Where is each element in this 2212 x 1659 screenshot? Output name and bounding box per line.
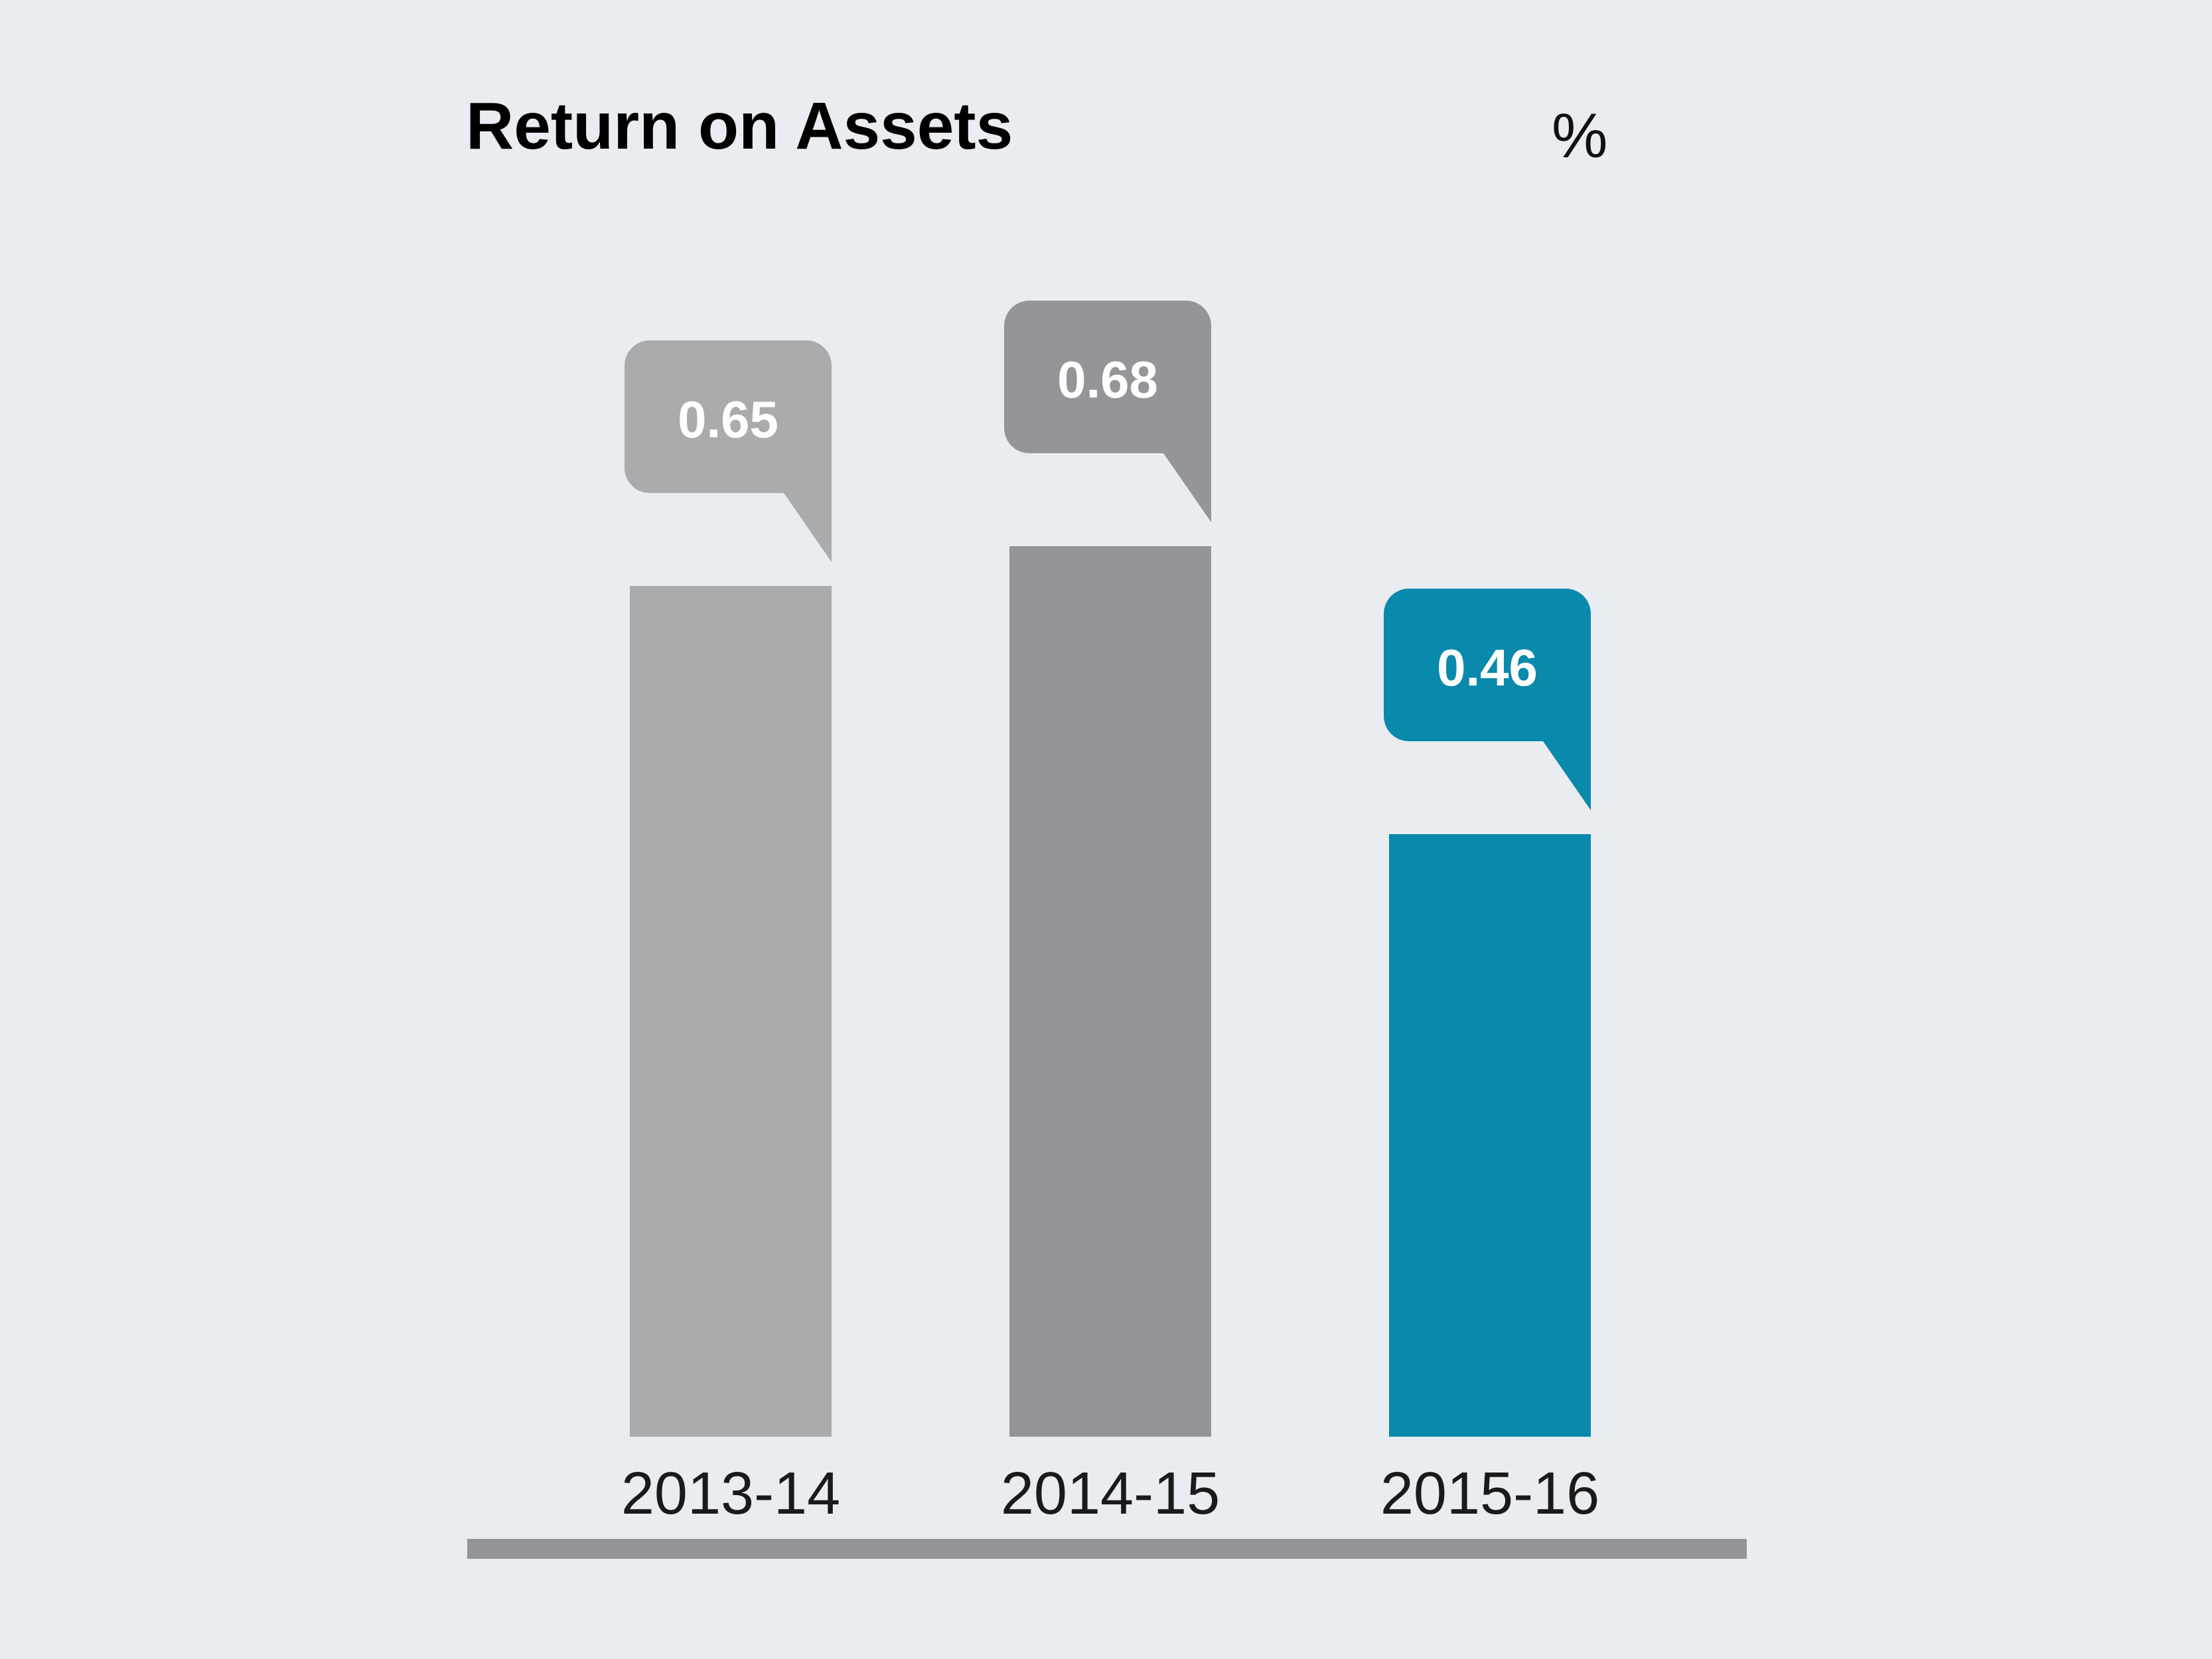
callout-tail <box>1543 741 1591 810</box>
x-axis-label-2014-15: 2014-15 <box>1000 1461 1220 1527</box>
callout-tail <box>784 493 832 562</box>
x-axis-line <box>467 1539 1747 1559</box>
bar-2015-16 <box>1389 834 1591 1437</box>
x-axis-label-2013-14: 2013-14 <box>621 1461 841 1527</box>
value-callout: 0.65 <box>625 340 832 562</box>
value-callout: 0.46 <box>1384 589 1591 810</box>
callout-tail <box>1163 453 1211 522</box>
value-callout: 0.68 <box>1004 301 1211 522</box>
bar-2013-14 <box>630 586 832 1437</box>
x-axis-label-2015-16: 2015-16 <box>1380 1461 1600 1527</box>
chart-title: Return on Assets <box>466 89 1013 163</box>
callout-value: 0.46 <box>1437 638 1538 697</box>
bar-2014-15 <box>1009 546 1211 1437</box>
unit-label: % <box>1552 101 1608 171</box>
callout-value: 0.65 <box>678 390 778 449</box>
callout-value: 0.68 <box>1057 350 1158 409</box>
